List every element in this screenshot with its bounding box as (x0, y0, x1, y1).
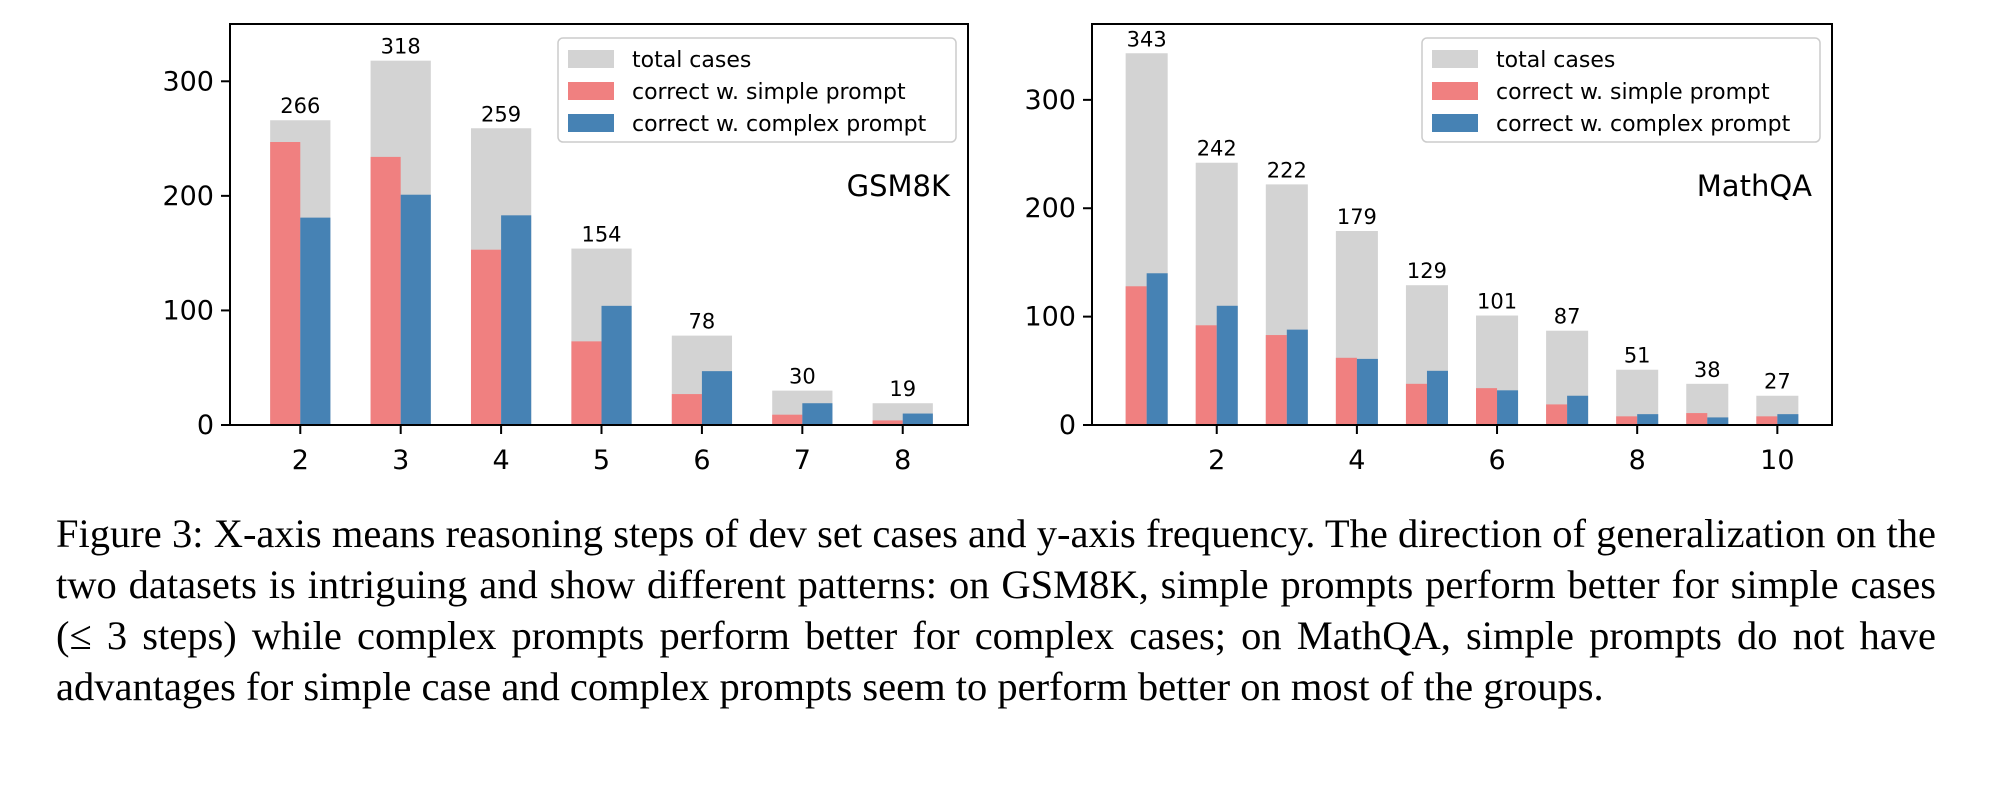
bar-correct-complex (1707, 417, 1729, 425)
bar-correct-simple (1335, 357, 1357, 425)
legend-swatch (1432, 82, 1478, 100)
bar-correct-complex (1497, 390, 1519, 425)
bar-value-label: 222 (1267, 158, 1307, 182)
panel-label: GSM8K (847, 169, 951, 203)
bar-value-label: 266 (280, 94, 320, 118)
bar-correct-complex (1216, 305, 1238, 425)
bar-value-label: 78 (689, 310, 716, 334)
legend-label: correct w. complex prompt (632, 112, 927, 137)
mathqa-chart: 343 242 222 179 129 101 87 51 38 27 0 100 200 300 2 4 6 8… (1024, 23, 1833, 476)
y-tick-label: 0 (197, 410, 214, 441)
bar-value-label: 129 (1407, 259, 1447, 283)
x-tick-label: 6 (1488, 445, 1505, 476)
y-tick-label: 200 (162, 181, 214, 212)
bar-correct-complex (300, 217, 331, 425)
bar-correct-complex (1426, 370, 1448, 425)
bar-value-label: 179 (1337, 205, 1377, 229)
x-tick-label: 4 (1348, 445, 1365, 476)
legend-label: correct w. complex prompt (1496, 112, 1791, 137)
bar-value-label: 87 (1554, 305, 1581, 329)
bar-correct-complex (601, 305, 632, 425)
bar-correct-simple (1405, 383, 1427, 425)
bar-value-label: 259 (481, 102, 521, 126)
legend-swatch (1432, 114, 1478, 132)
bar-correct-complex (1286, 329, 1308, 425)
bar-correct-simple (1686, 413, 1708, 425)
bar-correct-complex (1567, 395, 1589, 425)
legend-box (557, 37, 957, 143)
y-tick-label: 100 (1024, 302, 1076, 333)
x-tick-label: 8 (1629, 445, 1646, 476)
bar-value-label: 318 (381, 35, 421, 59)
bar-correct-simple (1265, 335, 1287, 425)
legend-label: total cases (632, 48, 751, 73)
x-tick-label: 5 (593, 445, 610, 476)
axes-frame (1091, 23, 1833, 426)
x-tick-label: 3 (392, 445, 409, 476)
bar-correct-simple (1125, 286, 1147, 425)
bar-value-label: 343 (1127, 27, 1167, 51)
legend-swatch (568, 82, 614, 100)
bar-correct-complex (501, 215, 532, 425)
bar-value-label: 19 (889, 377, 916, 401)
bar-correct-simple (470, 249, 502, 425)
bar-correct-complex (701, 371, 733, 425)
bar-correct-simple (872, 420, 903, 425)
y-tick-label: 300 (162, 66, 214, 97)
x-tick-label: 4 (493, 445, 510, 476)
bar-correct-complex (1356, 358, 1378, 425)
bar-value-label: 38 (1694, 358, 1721, 382)
bar-correct-simple (1546, 404, 1568, 425)
y-tick-label: 300 (1024, 85, 1076, 116)
bar-correct-simple (1476, 388, 1498, 425)
bar-correct-complex (1146, 273, 1168, 425)
bar-correct-complex (400, 194, 431, 425)
bar-value-label: 101 (1477, 290, 1517, 314)
legend-label: correct w. simple prompt (632, 80, 906, 105)
legend-box (1421, 37, 1821, 143)
bar-correct-complex (902, 413, 933, 425)
legend: total cases correct w. simple prompt corre… (1421, 37, 1821, 143)
bar-value-label: 242 (1197, 137, 1237, 161)
legend-swatch (1432, 50, 1478, 68)
bar-correct-simple (1616, 416, 1638, 425)
axes-frame (229, 23, 969, 426)
bar-value-label: 51 (1624, 344, 1651, 368)
bar-correct-simple (772, 414, 803, 425)
x-tick-label: 10 (1760, 445, 1794, 476)
legend-swatch (568, 50, 614, 68)
x-tick-label: 8 (894, 445, 911, 476)
bar-value-label: 30 (789, 365, 816, 389)
bar-correct-complex (1637, 414, 1659, 425)
x-tick-label: 2 (1208, 445, 1225, 476)
x-tick-label: 2 (292, 445, 309, 476)
bar-correct-simple (270, 142, 301, 425)
bar-correct-simple (1756, 416, 1778, 425)
figure-caption: Figure 3: X-axis means reasoning steps o… (56, 511, 1936, 709)
x-tick-label: 6 (693, 445, 710, 476)
bar-value-label: 27 (1764, 370, 1791, 394)
y-tick-label: 100 (162, 295, 214, 326)
y-tick-label: 200 (1024, 193, 1076, 224)
panel-label: MathQA (1697, 169, 1812, 203)
bar-correct-simple (671, 394, 702, 425)
bar-correct-complex (802, 403, 833, 425)
legend-label: correct w. simple prompt (1496, 80, 1770, 105)
x-tick-label: 7 (794, 445, 811, 476)
bar-value-label: 154 (581, 223, 621, 247)
legend-swatch (568, 114, 614, 132)
bar-correct-simple (571, 341, 602, 425)
bar-correct-simple (1195, 325, 1217, 425)
legend: total cases correct w. simple prompt corre… (557, 37, 957, 143)
bar-correct-complex (1777, 414, 1799, 425)
y-tick-label: 0 (1059, 410, 1076, 441)
legend-label: total cases (1496, 48, 1615, 73)
bar-correct-simple (370, 156, 401, 425)
